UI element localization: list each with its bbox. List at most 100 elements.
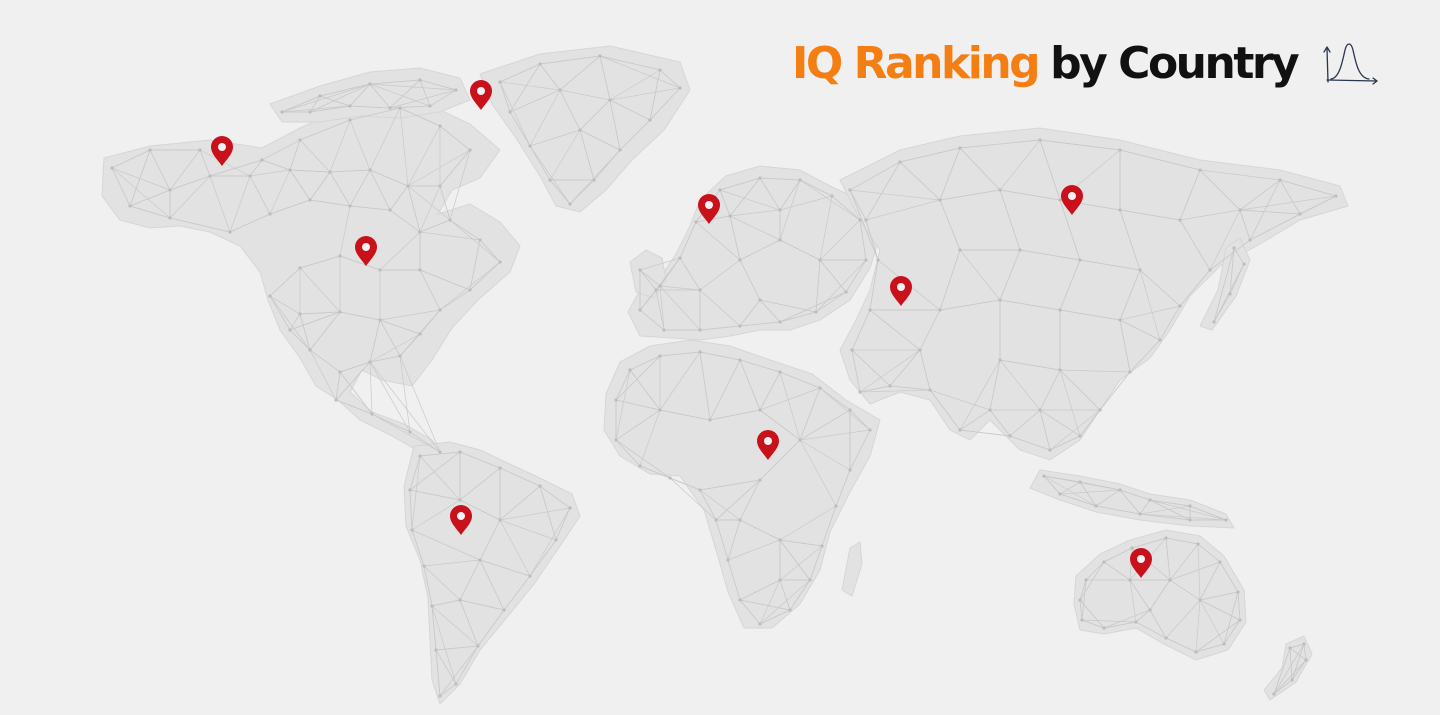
mesh-line [407,185,451,221]
mesh-line [719,189,781,211]
mesh-vertex [1084,578,1088,582]
mesh-line [1043,475,1061,495]
mesh-line [759,177,801,181]
mesh-line [389,79,421,109]
mesh-line [599,55,661,71]
mesh-vertex [818,386,822,390]
mesh-vertex [758,298,762,302]
map-pin-icon[interactable] [470,80,492,110]
mesh-line [419,79,457,91]
mesh-line [959,147,1001,191]
mesh-vertex [1118,318,1122,322]
mesh-vertex [568,202,572,206]
mesh-line [169,175,211,191]
mesh-line [411,529,481,561]
mesh-line [249,175,271,215]
map-pin-icon[interactable] [211,136,233,166]
mesh-line [939,249,961,311]
mesh-vertex [498,466,502,470]
mesh-line [1279,179,1301,215]
mesh-line [727,519,741,561]
mesh-line [865,199,941,221]
mesh-line [739,359,761,411]
mesh-line [371,413,441,453]
mesh-vertex [338,370,342,374]
mesh-line [369,355,401,363]
mesh-line [419,79,431,107]
mesh-vertex [1080,618,1084,622]
mesh-line [799,409,851,441]
mesh-line [269,295,311,351]
mesh-line [289,311,341,331]
mesh-line [1197,543,1221,563]
mesh-line [779,505,837,541]
mesh-line [959,249,1001,301]
map-pin-icon[interactable] [698,194,720,224]
mesh-line [269,267,301,297]
mesh-line [1199,599,1225,645]
mesh-vertex [406,184,410,188]
mesh-vertex [1118,148,1122,152]
mesh-vertex [1138,268,1142,272]
mesh-vertex [1042,474,1046,478]
mesh-line [459,559,481,601]
mesh-dots-layer [110,54,1338,698]
mesh-line [759,579,811,625]
mesh-line [759,439,801,481]
mesh-vertex [1128,578,1132,582]
mesh-line [1059,489,1121,495]
map-pin-icon[interactable] [450,505,472,535]
mesh-vertex [568,506,572,510]
mesh-vertex [814,310,818,314]
mesh-line [1043,475,1097,507]
mesh-vertex [698,288,702,292]
mesh-line [1119,269,1141,321]
mesh-line [409,489,461,501]
mesh-line [1135,621,1167,639]
mesh-vertex [1078,598,1082,602]
mesh-line [1139,513,1191,521]
mesh-line [1059,259,1081,311]
mesh-line [729,209,781,217]
map-pin-icon[interactable] [890,276,912,306]
mesh-vertex [388,106,392,110]
mesh-vertex [478,238,482,242]
mesh-line [799,179,833,197]
mesh-line [423,559,481,567]
mesh-vertex [1232,246,1236,250]
map-pin-icon[interactable] [1130,548,1152,578]
mesh-line [727,559,741,601]
mesh-line [1249,213,1301,241]
mesh-vertex [418,78,422,82]
mesh-vertex [848,468,852,472]
mesh-line [503,575,531,611]
mesh-vertex [308,348,312,352]
map-pins-layer [211,80,1152,578]
mesh-line [499,519,557,541]
mesh-line [1119,149,1201,171]
mesh-line [719,177,761,191]
mesh-line [859,389,931,393]
mesh-vertex [418,332,422,336]
map-pin-icon[interactable] [355,236,377,266]
map-pin-icon[interactable] [757,430,779,460]
mesh-line [715,479,761,521]
mesh-vertex [328,170,332,174]
mesh-line [1239,209,1301,215]
mesh-line [1103,561,1131,581]
mesh-line [1119,489,1141,515]
mesh-line [1209,209,1241,271]
mesh-vertex [648,118,652,122]
south-america-landmass [403,441,581,705]
mesh-line [479,519,501,561]
mesh-vertex [628,368,632,372]
mesh-line [1103,621,1137,629]
mesh-line [209,175,231,233]
mesh-line [169,175,211,219]
mesh-line [669,477,717,521]
map-pin-icon[interactable] [1061,185,1083,215]
mesh-vertex [418,268,422,272]
mesh-vertex [614,398,618,402]
mesh-line [529,145,571,205]
mesh-line [349,83,371,107]
